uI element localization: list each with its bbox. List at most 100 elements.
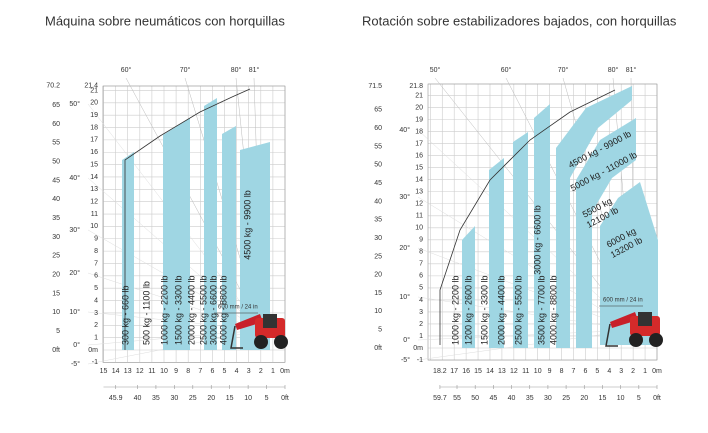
reach-m-label: 5 [595, 368, 599, 375]
height-ft-label: 15 [52, 290, 60, 297]
height-m-label: 5 [419, 285, 423, 292]
angle-label: 20° [69, 269, 80, 277]
reach-m-label: 0m [652, 368, 662, 375]
height-m-label: 7 [94, 260, 98, 267]
reach-m-label: 9 [174, 368, 178, 375]
load-zone [222, 126, 236, 350]
angle-label: 30° [69, 226, 80, 234]
load-label: 500 kg - 1100 lb [141, 281, 151, 345]
load-zone [534, 104, 550, 348]
reach-ft-label: 30 [544, 395, 552, 402]
grid-frame [102, 85, 286, 363]
load-label: 2500 kg - 5500 lb [513, 275, 523, 345]
angle-label: 50° [430, 66, 441, 74]
height-ft-label: 40 [52, 196, 60, 203]
height-m-label: 17 [90, 137, 98, 144]
machine-cab [263, 314, 277, 328]
reach-ft-label: 5 [637, 395, 641, 402]
height-m-label: 10 [415, 225, 423, 232]
height-m-label: 18 [90, 124, 98, 131]
height-ft-label: 10 [52, 309, 60, 316]
height-m-label: 9 [419, 237, 423, 244]
load-label: 4000 kg - 8800 lb [218, 275, 228, 345]
load-zone [576, 118, 636, 348]
height-ft-label: 50 [374, 162, 382, 169]
height-ft-label: 10 [374, 308, 382, 315]
reach-m-label: 2 [631, 368, 635, 375]
angle-label: 0° [73, 341, 80, 349]
height-ft-label: 0ft [374, 345, 382, 352]
extension-label: 600 mm / 24 in [218, 305, 258, 311]
envelope [439, 89, 616, 345]
height-m-label: 12 [415, 201, 423, 208]
load-zone [204, 98, 217, 350]
height-m-label: 13 [415, 189, 423, 196]
height-ft-label: 65 [374, 107, 382, 114]
angle-label: 40° [69, 174, 80, 182]
machine-wheel [629, 333, 643, 347]
height-ft-label: 15 [374, 290, 382, 297]
load-label: 1200 kg - 2600 lb [463, 275, 473, 345]
angle-label: 10° [69, 308, 80, 316]
angle-label: 60° [501, 66, 512, 74]
reach-m-label: 11 [522, 368, 529, 375]
reach-m-label: 2 [259, 368, 263, 375]
reach-ft-label: 0ft [281, 395, 289, 402]
angle-label: 50° [69, 100, 80, 108]
height-ft-label: 55 [374, 143, 382, 150]
reach-m-label: 10 [160, 368, 168, 375]
height-m-label: 19 [415, 116, 423, 123]
load-label: 3000 kg - 6600 lb [208, 275, 218, 345]
height-m-label: 21.8 [409, 83, 423, 90]
machine-boom [610, 312, 638, 328]
reach-ft-label: 30 [170, 395, 178, 402]
reach-ft-label: 25 [562, 395, 570, 402]
height-ft-label: 70.2 [46, 82, 60, 89]
reach-m-label: 1 [643, 368, 647, 375]
height-m-label: 2 [419, 321, 423, 328]
height-ft-label: 25 [52, 253, 60, 260]
height-m-label: 1 [419, 333, 423, 340]
load-label: 3500 kg - 7700 lb [536, 275, 546, 345]
height-m-label: 15 [90, 161, 98, 168]
angle-label: 20° [399, 244, 410, 252]
height-m-label: 5 [94, 285, 98, 292]
reach-ft-label: 45.9 [109, 395, 123, 402]
load-label: 4000 kg - 8800 lb [548, 275, 558, 345]
load-zone [600, 182, 658, 345]
height-ft-label: 30 [374, 235, 382, 242]
height-m-label: 15 [415, 165, 423, 172]
angle-label: 81° [626, 66, 637, 74]
angle-label: 0° [403, 336, 410, 344]
height-m-label: 4 [94, 297, 98, 304]
reach-m-label: 4 [235, 368, 239, 375]
chart-panel: Rotación sobre estabilizadores bajados, … [362, 13, 677, 401]
angle-label: 81° [249, 66, 260, 74]
reach-m-label: 8 [186, 368, 190, 375]
height-m-label: 1 [94, 334, 98, 341]
reach-m-label: 3 [247, 368, 251, 375]
reach-m-label: 6 [583, 368, 587, 375]
reach-ft-label: 20 [580, 395, 588, 402]
reach-m-label: 1 [271, 368, 275, 375]
height-m-label: 18 [415, 128, 423, 135]
reach-m-label: 14 [486, 368, 494, 375]
reach-m-label: 13 [124, 368, 132, 375]
reach-m-label: 8 [560, 368, 564, 375]
height-ft-label: 65 [52, 102, 60, 109]
height-m-label: 3 [94, 310, 98, 317]
height-m-label: 12 [90, 199, 98, 206]
angle-label: 40° [399, 126, 410, 134]
reach-ft-label: 15 [226, 395, 234, 402]
height-ft-label: 30 [52, 234, 60, 241]
height-m-label: 2 [94, 322, 98, 329]
reach-m-label: 14 [112, 368, 120, 375]
load-zone [556, 86, 632, 348]
load-label: 4500 kg - 9900 lb [242, 190, 252, 260]
reach-ft-label: 55 [453, 395, 461, 402]
panel-title: Máquina sobre neumáticos con horquillas [45, 13, 285, 28]
reach-ft-label: 59.7 [433, 395, 447, 402]
reach-ft-label: 40 [508, 395, 516, 402]
reach-m-label: 11 [148, 368, 155, 375]
